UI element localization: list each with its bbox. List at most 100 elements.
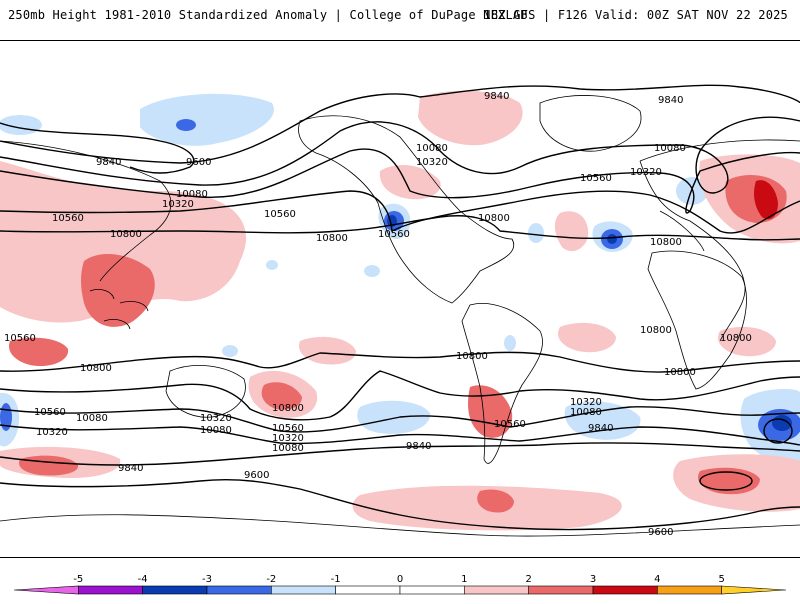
anomaly-blob bbox=[261, 382, 302, 410]
map-title: 250mb Height 1981-2010 Standardized Anom… bbox=[8, 8, 528, 22]
colorbar-tick-label: -5 bbox=[73, 574, 83, 585]
contour-label: 10800 bbox=[272, 403, 304, 414]
contour-label: 10800 bbox=[80, 363, 112, 374]
contour-label: 10320 bbox=[272, 433, 304, 444]
contour-label: 10080 bbox=[76, 413, 108, 424]
anomaly-blob bbox=[140, 93, 274, 146]
anomaly-blob bbox=[298, 336, 356, 365]
contour-label: 9840 bbox=[658, 95, 683, 106]
contour-label: 10560 bbox=[264, 209, 296, 220]
colorbar-tick-label: 3 bbox=[590, 574, 596, 585]
contour-label: 10800 bbox=[478, 213, 510, 224]
greenland-coast bbox=[539, 95, 642, 152]
colorbar-tick-label: -1 bbox=[331, 574, 341, 585]
contour-label: 10080 bbox=[570, 407, 602, 418]
model-run-info: 18Z GFS | F126 Valid: 00Z SAT NOV 22 202… bbox=[483, 8, 788, 22]
contour-label: 10080 bbox=[200, 425, 232, 436]
colorbar-tick-label: 5 bbox=[718, 574, 724, 585]
contour-label: 10080 bbox=[272, 443, 304, 454]
colorbar-segment bbox=[142, 585, 208, 595]
contour-label: 10320 bbox=[570, 397, 602, 408]
europe-asia-coast bbox=[0, 139, 800, 342]
negative-anomaly-areas bbox=[0, 93, 800, 463]
north-america-coast bbox=[298, 115, 515, 304]
anomaly-blob bbox=[504, 335, 516, 351]
colorbar-segment bbox=[528, 585, 594, 595]
contour-label: 9600 bbox=[186, 157, 211, 168]
contour-label: 10800 bbox=[650, 237, 682, 248]
colorbar-tick-label: 4 bbox=[654, 574, 660, 585]
colorbar-legend: -5 -4 -3 -2 -1 0 1 2 3 4 5 bbox=[0, 562, 800, 600]
anomaly-blob bbox=[418, 90, 523, 146]
contour-10320-north bbox=[0, 148, 800, 214]
anomaly-blob bbox=[81, 254, 155, 327]
positive-anomaly-areas bbox=[0, 90, 800, 531]
contour-label: 10320 bbox=[162, 199, 194, 210]
contour-label: 10560 bbox=[272, 423, 304, 434]
contour-10800-south bbox=[0, 351, 800, 373]
colorbar-segment bbox=[206, 585, 272, 595]
anomaly-blob bbox=[528, 223, 544, 243]
contour-closed-low bbox=[699, 471, 753, 491]
contour-9600-south bbox=[0, 479, 800, 531]
contour-label: 10320 bbox=[416, 157, 448, 168]
contour-label: 10800 bbox=[316, 233, 348, 244]
colorbar-svg: -5 -4 -3 -2 -1 0 1 2 3 4 5 bbox=[13, 574, 787, 595]
contour-9600-north bbox=[0, 122, 195, 174]
contour-label: 10560 bbox=[52, 213, 84, 224]
colorbar-segment bbox=[464, 585, 529, 595]
anomaly-blob bbox=[754, 180, 778, 220]
contour-label: 10560 bbox=[580, 173, 612, 184]
colorbar-segment bbox=[335, 585, 401, 595]
anomaly-blob bbox=[718, 326, 776, 357]
south-america-coast bbox=[461, 303, 543, 464]
contour-label: 9600 bbox=[244, 470, 269, 481]
anomaly-blob bbox=[8, 337, 69, 367]
height-contours bbox=[0, 84, 800, 531]
colorbar-segment bbox=[657, 585, 722, 595]
colorbar-segment bbox=[271, 585, 336, 595]
contour-label: 10080 bbox=[654, 143, 686, 154]
contour-label: 9840 bbox=[484, 91, 509, 102]
anomaly-blob bbox=[0, 161, 247, 323]
colorbar-tick-label: 2 bbox=[525, 574, 531, 585]
contour-10080-north bbox=[0, 116, 800, 194]
contour-label: 10080 bbox=[416, 143, 448, 154]
anomaly-blob bbox=[364, 265, 380, 277]
colorbar-tick-label: 0 bbox=[397, 574, 403, 585]
contour-label: 10320 bbox=[200, 413, 232, 424]
colorbar-segment bbox=[13, 585, 79, 595]
anomaly-blob bbox=[564, 401, 641, 440]
anomaly-blob bbox=[554, 211, 589, 252]
contour-label: 10080 bbox=[176, 189, 208, 200]
colorbar-segment bbox=[399, 585, 465, 595]
contour-label: 10800 bbox=[110, 229, 142, 240]
contour-label: 9840 bbox=[96, 157, 121, 168]
contour-10560-north bbox=[0, 190, 800, 234]
colorbar-tick-label: -3 bbox=[202, 574, 212, 585]
anomaly-blob bbox=[266, 260, 278, 270]
africa-coast bbox=[647, 250, 747, 390]
contour-10800-north bbox=[0, 215, 800, 241]
contour-label: 9840 bbox=[118, 463, 143, 474]
colorbar-tick-label: -2 bbox=[266, 574, 276, 585]
colorbar-tick-label: -4 bbox=[138, 574, 148, 585]
anomaly-blob bbox=[558, 322, 616, 353]
colorbar-segment bbox=[78, 585, 143, 595]
contour-9840-south bbox=[0, 442, 800, 466]
contour-label: 10800 bbox=[456, 351, 488, 362]
contour-label: 9840 bbox=[588, 423, 613, 434]
indonesia-islands bbox=[89, 289, 149, 330]
coastlines bbox=[0, 95, 800, 537]
chart-header: 250mb Height 1981-2010 Standardized Anom… bbox=[0, 0, 800, 40]
colorbar-segment bbox=[721, 585, 787, 595]
colorbar-tick-label: 1 bbox=[461, 574, 467, 585]
contour-label: 10560 bbox=[4, 333, 36, 344]
antarctica-coast bbox=[0, 514, 800, 537]
colorbar-ticks: -5 -4 -3 -2 -1 0 1 2 3 4 5 bbox=[73, 574, 725, 585]
contour-label: 10320 bbox=[630, 167, 662, 178]
contour-closed-low bbox=[763, 418, 793, 444]
anomaly-blob bbox=[176, 119, 196, 131]
contour-10080-south bbox=[0, 424, 800, 446]
anomaly-blob bbox=[222, 345, 238, 357]
